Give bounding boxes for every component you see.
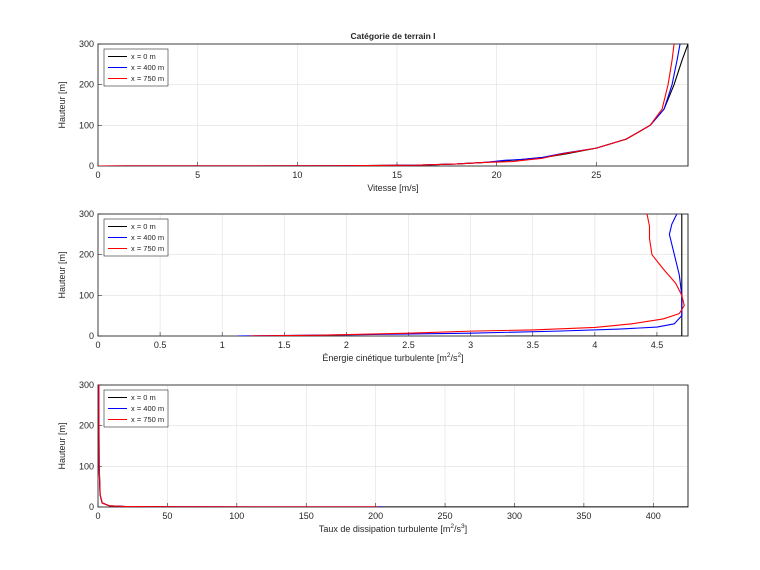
x-tick-label: 250 — [438, 511, 453, 521]
x-axis-label: Vitesse [m/s] — [367, 183, 418, 193]
series-line-1 — [505, 214, 683, 336]
y-tick-label: 0 — [89, 161, 94, 171]
y-tick-label: 0 — [89, 502, 94, 512]
x-tick-label: 25 — [591, 170, 601, 180]
plot-area — [97, 384, 689, 508]
plot-area — [97, 43, 689, 167]
x-tick-label: 100 — [229, 511, 244, 521]
y-tick-label: 200 — [79, 250, 94, 260]
legend-label: x = 0 m — [131, 52, 156, 61]
y-axis-label: Hauteur [m] — [57, 251, 67, 298]
x-tick-label: 350 — [576, 511, 591, 521]
x-tick-label: 3.5 — [526, 340, 539, 350]
x-tick-label: 0 — [95, 511, 100, 521]
y-tick-label: 300 — [79, 39, 94, 49]
chart-title: Catégorie de terrain I — [350, 31, 435, 41]
series-line-3 — [98, 385, 379, 507]
y-tick-label: 0 — [89, 331, 94, 341]
legend-label: x = 750 m — [131, 244, 164, 253]
chart-panel-1: 0 5 10 15 20 25 0 100 200 300 Catégorie de terrain… — [57, 31, 689, 193]
series-line-3 — [249, 214, 685, 336]
legend-label: x = 0 m — [131, 222, 156, 231]
x-tick-label: 15 — [392, 170, 402, 180]
chart-panel-3: 0 50 100 150 200 250 300 350 400 0 100 200 300 Taux d… — [57, 380, 689, 534]
legend: x = 0 m x = 400 m x = 750 m — [103, 48, 169, 87]
x-tick-label: 3 — [468, 340, 473, 350]
x-tick-label: 0.5 — [154, 340, 167, 350]
y-axis-label: Hauteur [m] — [57, 422, 67, 469]
legend-label: x = 400 m — [131, 404, 164, 413]
x-tick-label: 1.5 — [278, 340, 291, 350]
chart-panel-2: 0 0.5 1 1.5 2 2.5 3 3.5 4 4.5 0 100 200 300 Énergie ci… — [57, 209, 689, 363]
legend: x = 0 m x = 400 m x = 750 m — [103, 389, 169, 428]
x-tick-label: 50 — [162, 511, 172, 521]
legend-label: x = 750 m — [131, 74, 164, 83]
x-tick-label: 200 — [368, 511, 383, 521]
x-axis-label: Énergie cinétique turbulente [m2/s2] — [322, 352, 463, 363]
y-axis-label: Hauteur [m] — [57, 81, 67, 128]
x-tick-label: 20 — [492, 170, 502, 180]
series-line-2 — [237, 214, 683, 336]
series-line-3 — [98, 44, 675, 166]
x-tick-label: 5 — [195, 170, 200, 180]
x-tick-label: 150 — [299, 511, 314, 521]
y-tick-label: 200 — [79, 421, 94, 431]
legend-label: x = 0 m — [131, 393, 156, 402]
y-tick-label: 300 — [79, 209, 94, 219]
x-tick-label: 2 — [344, 340, 349, 350]
axes-frame — [97, 213, 689, 337]
x-tick-label: 400 — [646, 511, 661, 521]
x-tick-label: 4.5 — [651, 340, 664, 350]
x-tick-label: 1 — [220, 340, 225, 350]
legend-label: x = 750 m — [131, 415, 164, 424]
y-tick-label: 300 — [79, 380, 94, 390]
x-tick-label: 4 — [592, 340, 597, 350]
x-tick-label: 10 — [292, 170, 302, 180]
legend: x = 0 m x = 400 m x = 750 m — [103, 218, 169, 257]
x-tick-label: 0 — [95, 170, 100, 180]
legend-label: x = 400 m — [131, 233, 164, 242]
legend-label: x = 400 m — [131, 63, 164, 72]
y-tick-label: 100 — [79, 290, 94, 300]
axes-frame — [97, 43, 689, 167]
y-tick-label: 200 — [79, 80, 94, 90]
y-tick-label: 100 — [79, 461, 94, 471]
y-tick-label: 100 — [79, 120, 94, 130]
x-tick-label: 300 — [507, 511, 522, 521]
x-tick-label: 0 — [95, 340, 100, 350]
plot-area — [97, 213, 689, 337]
x-axis-label: Taux de dissipation turbulente [m2/s3] — [319, 523, 467, 534]
x-tick-label: 2.5 — [402, 340, 415, 350]
